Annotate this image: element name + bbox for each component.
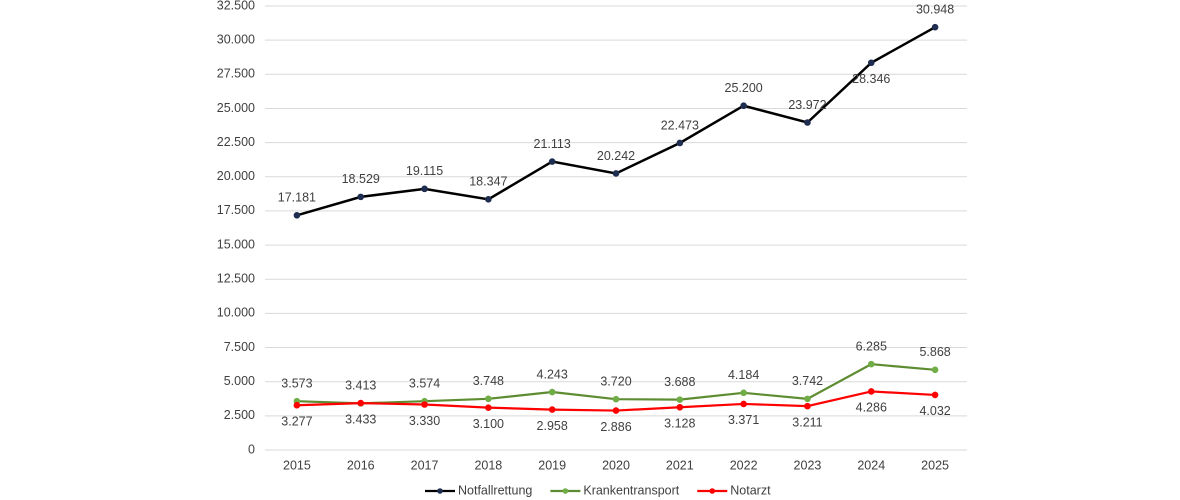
x-tick-label: 2017: [411, 458, 439, 472]
marker: [931, 391, 939, 399]
y-tick-label: 22.500: [217, 135, 255, 149]
marker: [740, 389, 747, 397]
data-label: 3.720: [600, 374, 631, 388]
data-label: 2.886: [600, 420, 631, 434]
data-label: 21.113: [534, 137, 571, 151]
y-tick-label: 25.000: [217, 101, 255, 115]
marker: [867, 59, 875, 67]
data-label: 2.958: [537, 419, 568, 433]
data-label: 3.330: [409, 414, 440, 428]
data-label: 3.573: [281, 376, 312, 390]
marker: [867, 360, 875, 368]
y-tick-label: 0: [248, 442, 255, 456]
legend-marker: [709, 488, 716, 494]
marker: [548, 406, 556, 413]
y-tick-label: 2.500: [224, 408, 255, 422]
marker: [357, 399, 365, 407]
marker: [421, 185, 428, 193]
data-label: 3.128: [664, 417, 695, 431]
x-tick-label: 2023: [794, 458, 822, 472]
legend-marker: [562, 488, 569, 494]
marker: [676, 139, 684, 147]
marker: [612, 395, 620, 403]
series-line: [296, 26, 936, 217]
marker: [804, 119, 811, 126]
y-tick-label: 15.000: [217, 237, 255, 251]
x-tick-label: 2018: [474, 458, 502, 472]
data-label: 19.115: [406, 164, 443, 178]
data-label: 6.285: [856, 339, 887, 353]
data-label: 18.347: [469, 175, 507, 189]
marker: [548, 388, 556, 396]
data-label: 3.742: [792, 374, 823, 388]
marker: [676, 403, 684, 411]
marker: [357, 193, 365, 201]
data-label: 3.371: [728, 413, 759, 427]
marker: [931, 23, 939, 31]
data-label: 20.242: [597, 149, 635, 163]
data-label: 23.972: [788, 98, 826, 112]
marker: [931, 366, 939, 374]
marker: [804, 402, 811, 410]
x-tick-label: 2021: [666, 458, 694, 472]
data-label: 3.574: [409, 376, 440, 390]
y-tick-label: 10.000: [217, 306, 255, 320]
x-tick-label: 2015: [283, 458, 311, 472]
y-tick-label: 27.500: [217, 67, 255, 81]
data-label: 3.211: [792, 415, 822, 429]
marker: [485, 196, 492, 203]
legend-marker: [437, 488, 443, 494]
data-label: 3.100: [473, 417, 504, 431]
marker: [293, 211, 301, 219]
y-tick-label: 7.500: [224, 340, 255, 354]
marker: [612, 407, 620, 414]
data-label: 3.433: [345, 412, 376, 426]
data-label: 4.243: [537, 367, 568, 381]
x-tick-label: 2019: [538, 458, 566, 472]
data-label: 22.473: [661, 118, 699, 132]
y-tick-label: 30.000: [217, 32, 255, 46]
marker: [293, 401, 301, 409]
data-label: 28.346: [852, 72, 890, 86]
data-label: 25.200: [725, 81, 763, 95]
data-label: 4.184: [728, 368, 759, 382]
marker: [548, 158, 556, 165]
marker: [867, 388, 875, 395]
x-tick-label: 2016: [347, 458, 375, 472]
data-label: 3.748: [473, 374, 504, 388]
marker: [740, 102, 747, 110]
marker: [740, 400, 747, 408]
data-label: 4.032: [919, 404, 950, 418]
marker: [421, 401, 428, 408]
marker: [612, 170, 620, 177]
data-label: 5.868: [919, 345, 950, 359]
y-tick-label: 32.500: [217, 0, 255, 12]
x-tick-label: 2024: [857, 458, 885, 472]
data-label: 3.688: [664, 375, 695, 389]
marker: [485, 395, 492, 403]
data-label: 30.948: [916, 2, 954, 16]
y-tick-label: 17.500: [217, 203, 255, 217]
legend-label: Notarzt: [730, 483, 771, 497]
y-tick-label: 12.500: [217, 272, 255, 286]
marker: [485, 404, 492, 411]
marker: [676, 396, 684, 403]
y-tick-label: 5.000: [224, 374, 255, 388]
x-tick-label: 2025: [921, 458, 949, 472]
x-tick-label: 2020: [602, 458, 630, 472]
marker: [804, 395, 811, 403]
y-tick-label: 20.000: [217, 169, 255, 183]
data-label: 3.413: [345, 379, 376, 393]
x-tick-label: 2022: [730, 458, 758, 472]
legend-label: Notfallrettung: [458, 483, 532, 497]
data-label: 4.286: [856, 401, 887, 415]
data-label: 17.181: [278, 191, 316, 205]
legend-label: Krankentransport: [583, 483, 679, 497]
data-label: 3.277: [281, 415, 312, 429]
data-label: 18.529: [342, 172, 380, 186]
